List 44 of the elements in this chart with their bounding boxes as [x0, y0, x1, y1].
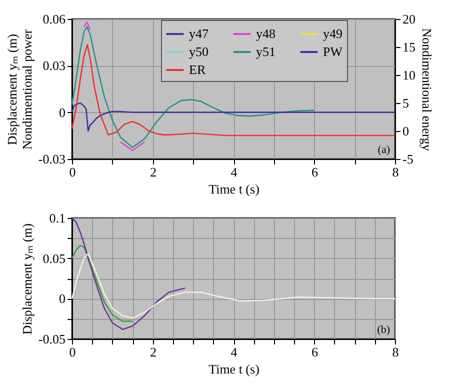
y-tick-label: 0 — [59, 291, 66, 306]
y2-tick-label: 20 — [402, 12, 416, 26]
y-axis-title: Displacement yₘ (m) — [19, 223, 34, 335]
line-series — [71, 217, 186, 330]
x-tick-label: 6 — [312, 344, 318, 360]
y-tick-label: -0.05 — [38, 332, 66, 346]
y2-tick-label: 15 — [402, 40, 416, 54]
x-tick-label: 2 — [150, 164, 156, 180]
x-tick-label: 8 — [392, 344, 399, 360]
line-series — [71, 244, 134, 322]
y2-tick-label: -5 — [402, 152, 414, 166]
legend-label: PW — [323, 44, 344, 59]
legend-label: y50 — [189, 44, 208, 59]
y-tick-label: -0.03 — [38, 152, 66, 166]
line-series — [71, 252, 396, 319]
legend-label: y51 — [256, 44, 276, 59]
y-tick-label: 0.05 — [42, 250, 66, 266]
x-axis-title: Time t (s) — [208, 362, 260, 376]
annotation: (a) — [378, 144, 390, 156]
y2-tick-label: 0 — [402, 124, 409, 138]
x-tick-label: 6 — [312, 164, 318, 180]
y-tick-label: 0.06 — [42, 12, 66, 26]
line-series — [71, 44, 396, 136]
x-tick-label: 4 — [230, 344, 238, 360]
x-tick-label: 2 — [150, 344, 156, 360]
y-tick-label: 0.03 — [42, 58, 66, 74]
x-tick-label: 8 — [392, 164, 399, 180]
y2-axis-title: Nondimentional energy — [420, 28, 434, 152]
x-tick-label: 0 — [69, 344, 76, 360]
annotation: (b) — [377, 324, 390, 336]
y-tick-label: 0.1 — [49, 210, 66, 226]
y-axis-title: Displacement yₘ (m) Nondimentional power — [4, 28, 34, 150]
line-series — [71, 26, 315, 148]
legend-label: ER — [189, 62, 206, 77]
y-tick-label: 0 — [59, 104, 66, 120]
line-series — [71, 102, 396, 132]
x-axis-title: Time t (s) — [208, 182, 260, 196]
x-tick-label: 4 — [230, 164, 238, 180]
y2-tick-label: 10 — [402, 68, 416, 82]
x-tick-label: 0 — [69, 164, 76, 180]
legend-label: y49 — [323, 26, 342, 41]
legend-label: y47 — [189, 26, 209, 41]
y2-tick-label: 5 — [402, 96, 409, 110]
legend-label: y48 — [256, 26, 276, 41]
